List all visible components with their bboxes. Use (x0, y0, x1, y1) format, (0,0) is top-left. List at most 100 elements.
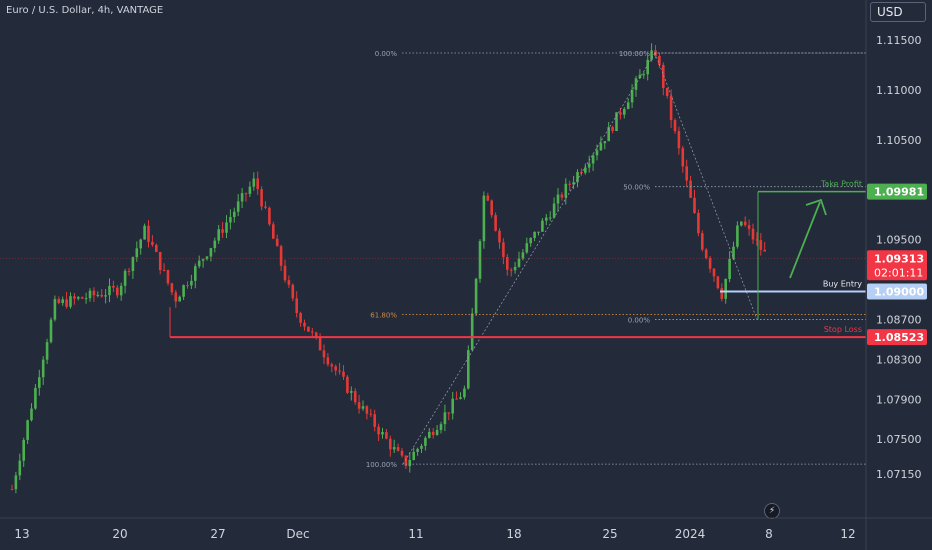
candle-body (603, 141, 607, 144)
y-tick-label: 1.09500 (876, 234, 922, 247)
candle-body (170, 283, 174, 293)
candle-body (275, 238, 279, 247)
candle-body (174, 292, 178, 302)
candle-body (697, 212, 700, 234)
candle-body (357, 402, 361, 409)
candle-body (326, 357, 330, 365)
take-profit-badge-bg (867, 183, 927, 200)
candle-body (490, 200, 493, 216)
candle-body (104, 295, 107, 297)
fib-level-label: 0.00% (628, 316, 651, 324)
target-arrow-head (805, 198, 827, 216)
candle-body (30, 408, 33, 421)
candle-body (420, 445, 423, 449)
candle-body (747, 225, 751, 229)
candle-body (763, 249, 766, 252)
candle-body (256, 178, 259, 190)
candle-body (498, 230, 501, 243)
y-tick-label: 1.07150 (876, 468, 922, 481)
candle-body (92, 290, 96, 296)
x-tick-label: 12 (840, 527, 855, 541)
candle-body (381, 432, 384, 435)
candle-body (736, 225, 739, 247)
candle-body (521, 252, 525, 259)
candle-body (689, 180, 692, 198)
candle-body (186, 285, 189, 287)
annotations: 0.00% 61.80% 100.00% 100.00% 50.00% 0.00% Stop… (0, 50, 866, 469)
candle-body (728, 258, 731, 279)
current-price-badge-bg (867, 250, 927, 281)
candle-body (494, 215, 497, 231)
candle-body (564, 183, 568, 198)
y-tick-label: 1.11000 (876, 84, 922, 97)
candle-body (673, 120, 677, 132)
candle-body (451, 398, 454, 414)
x-tick-label: 27 (210, 527, 225, 541)
candle-body (416, 448, 419, 452)
candle-body (119, 285, 123, 296)
candle-body (693, 197, 696, 213)
candle-series (10, 43, 766, 494)
candle-body (428, 431, 431, 438)
candle-body (217, 229, 220, 241)
candle-body (147, 225, 150, 242)
candle-body (408, 459, 412, 467)
take-profit-badge: 1.09981 (874, 186, 924, 199)
current-price-badge-countdown: 02:01:11 (874, 266, 923, 279)
candle-body (14, 475, 18, 490)
x-tick-label: 11 (408, 527, 423, 541)
candle-body (509, 269, 513, 271)
y-tick-label: 1.08700 (876, 313, 922, 326)
candle-body (599, 143, 603, 151)
candle-body (677, 131, 681, 149)
candle-body (365, 406, 369, 414)
candle-body (576, 171, 579, 183)
candle-body (178, 296, 181, 302)
candle-body (131, 257, 135, 272)
candle-body (244, 193, 248, 195)
candle-body (155, 244, 158, 252)
x-tick-label: 18 (506, 527, 521, 541)
candle-body (541, 220, 544, 232)
candle-body (361, 406, 365, 409)
candle-body (607, 127, 610, 142)
candle-body (135, 248, 139, 258)
y-tick-label: 1.08300 (876, 353, 922, 366)
candle-body (330, 364, 334, 367)
y-tick-label: 1.10500 (876, 134, 922, 147)
candle-body (525, 243, 529, 253)
candle-body (248, 186, 252, 194)
candle-body (166, 270, 170, 284)
candle-body (10, 489, 14, 491)
candle-body (587, 163, 591, 168)
candle-body (568, 183, 571, 185)
candle-body (194, 266, 197, 281)
candle-body (221, 229, 224, 233)
candle-body (704, 249, 708, 259)
candle-body (447, 412, 451, 414)
y-tick-label: 1.07900 (876, 393, 922, 406)
candle-body (61, 299, 64, 304)
buy-entry-badge: 1.09000 (874, 285, 924, 298)
candle-body (642, 74, 646, 76)
candle-body (225, 222, 228, 233)
candle-body (470, 313, 474, 351)
candle-body (229, 217, 232, 223)
candle-body (100, 294, 103, 297)
candle-body (478, 241, 482, 279)
candle-body (665, 87, 669, 96)
fib-level-label: 100.00% (619, 50, 650, 58)
candle-body (626, 102, 630, 110)
candle-body (439, 424, 443, 431)
lightning-icon[interactable]: ⚡ (764, 503, 780, 519)
candle-body (80, 297, 84, 299)
candle-body (630, 89, 634, 103)
candle-body (283, 265, 287, 281)
candle-body (459, 397, 462, 399)
currency-button[interactable]: USD (870, 2, 926, 22)
candle-body (201, 259, 205, 261)
y-tick-label: 1.11500 (876, 34, 922, 47)
candle-body (412, 451, 415, 460)
stop-loss-badge: 1.08523 (874, 331, 924, 344)
